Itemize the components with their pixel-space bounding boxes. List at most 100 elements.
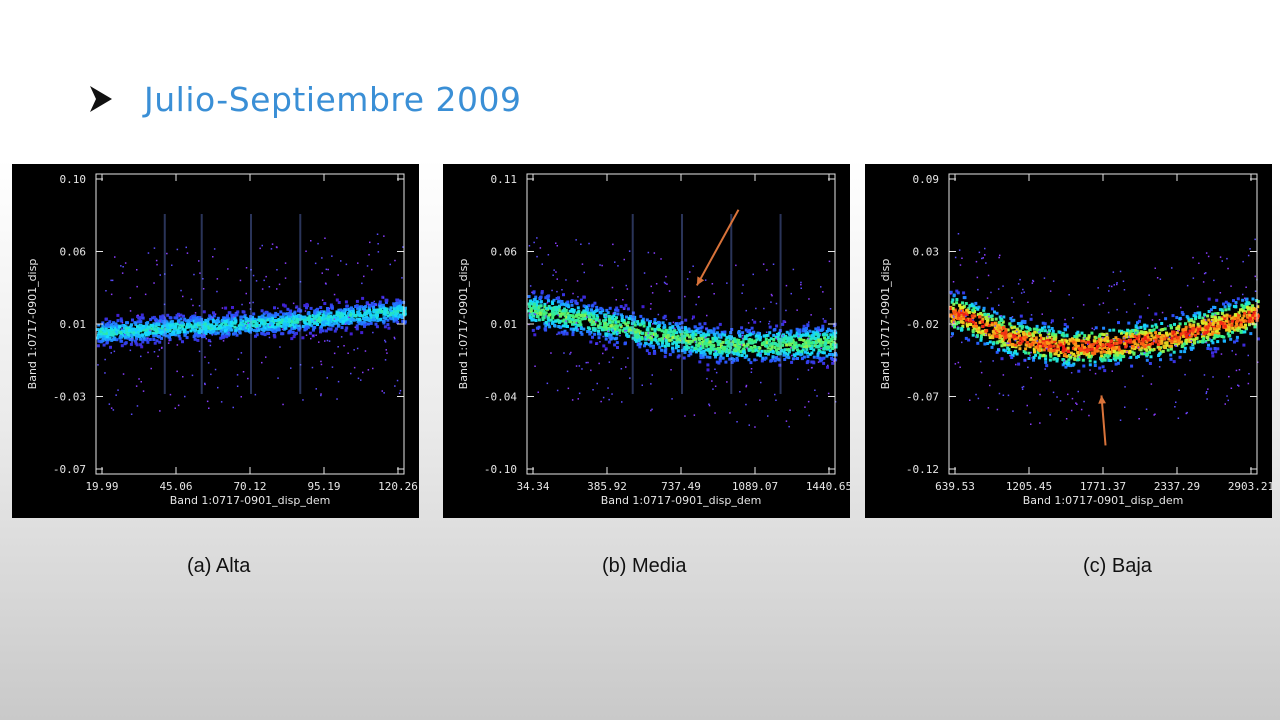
point-media <box>817 339 821 343</box>
point-alta <box>386 318 390 322</box>
point-baja <box>959 311 963 315</box>
point-media <box>719 354 723 358</box>
point-media <box>715 347 719 351</box>
point-baja <box>1165 341 1169 345</box>
point-alta <box>324 329 328 333</box>
point-baja <box>1206 338 1210 342</box>
point-alta <box>209 317 213 321</box>
point-baja <box>1167 337 1171 341</box>
point-alta <box>297 307 301 311</box>
point-alta <box>109 329 113 333</box>
point-media <box>771 357 775 361</box>
point-baja <box>1242 343 1246 347</box>
outlier-point-media <box>711 283 714 285</box>
point-baja <box>1145 358 1149 362</box>
outlier-point-alta <box>337 346 339 348</box>
point-media <box>737 348 740 352</box>
point-alta <box>138 335 142 338</box>
outlier-point-media <box>818 352 821 354</box>
point-alta <box>158 340 162 344</box>
point-media <box>730 360 734 364</box>
outlier-point-alta <box>315 334 317 336</box>
point-baja <box>1065 354 1069 358</box>
point-alta <box>135 343 139 347</box>
point-baja <box>1128 332 1132 336</box>
point-baja <box>1173 322 1176 326</box>
outlier-point-alta <box>356 347 359 350</box>
point-alta <box>377 308 381 312</box>
point-baja <box>1009 324 1013 328</box>
outlier-point-media <box>767 415 769 417</box>
outlier-point-media <box>708 404 711 407</box>
outlier-point-alta <box>277 377 279 379</box>
point-alta <box>265 318 269 322</box>
point-baja <box>1004 328 1008 332</box>
outlier-point-alta <box>353 366 356 369</box>
point-baja <box>967 307 971 310</box>
point-baja <box>986 313 990 317</box>
outlier-point-media <box>528 312 531 315</box>
point-baja <box>1137 335 1141 339</box>
point-baja <box>974 301 978 305</box>
point-media <box>572 327 576 331</box>
point-alta <box>395 302 399 306</box>
point-alta <box>375 316 379 320</box>
point-media <box>721 345 725 349</box>
outlier-point-alta <box>214 368 217 371</box>
point-baja <box>1151 342 1154 346</box>
point-baja <box>1038 340 1042 344</box>
point-alta <box>255 323 259 327</box>
point-media <box>668 322 672 326</box>
point-alta <box>186 330 189 334</box>
point-media <box>768 339 771 342</box>
point-baja <box>1189 340 1193 343</box>
point-baja <box>980 332 984 336</box>
point-baja <box>1024 330 1027 334</box>
point-baja <box>1152 336 1156 340</box>
outlier-point-media <box>755 307 757 310</box>
point-media <box>578 320 582 324</box>
point-baja <box>1211 312 1215 316</box>
point-alta <box>237 324 241 328</box>
point-media <box>533 302 536 306</box>
point-media <box>607 327 611 331</box>
point-baja <box>1158 352 1162 356</box>
point-alta <box>303 304 307 308</box>
outlier-point-alta <box>122 266 124 268</box>
point-baja <box>1158 347 1162 351</box>
outlier-point-media <box>705 327 707 330</box>
point-alta <box>120 319 124 323</box>
point-alta <box>394 317 398 321</box>
point-alta <box>249 320 253 324</box>
point-media <box>643 344 646 348</box>
point-media <box>796 348 799 352</box>
point-media <box>682 356 686 360</box>
point-alta <box>192 325 196 329</box>
point-media <box>587 314 591 318</box>
point-media <box>543 327 547 331</box>
point-baja <box>1168 339 1172 342</box>
point-baja <box>1166 348 1170 352</box>
outlier-point-media <box>637 342 639 345</box>
point-media <box>671 348 675 352</box>
point-media <box>779 341 783 345</box>
point-media <box>800 357 804 361</box>
point-alta <box>160 319 164 323</box>
point-baja <box>1010 326 1014 330</box>
point-media <box>632 331 636 335</box>
outlier-point-media <box>624 330 626 332</box>
point-alta <box>393 304 397 308</box>
point-alta <box>139 316 143 320</box>
point-media <box>625 315 628 319</box>
outlier-point-alta <box>275 246 278 248</box>
point-alta <box>271 317 274 321</box>
point-baja <box>1239 323 1243 327</box>
point-baja <box>1144 346 1148 350</box>
point-media <box>685 347 689 351</box>
outlier-point-media <box>784 321 787 323</box>
outlier-point-media <box>745 403 747 406</box>
point-media <box>673 329 677 333</box>
point-baja <box>1136 355 1140 358</box>
point-media <box>676 338 680 342</box>
point-baja <box>955 289 959 293</box>
